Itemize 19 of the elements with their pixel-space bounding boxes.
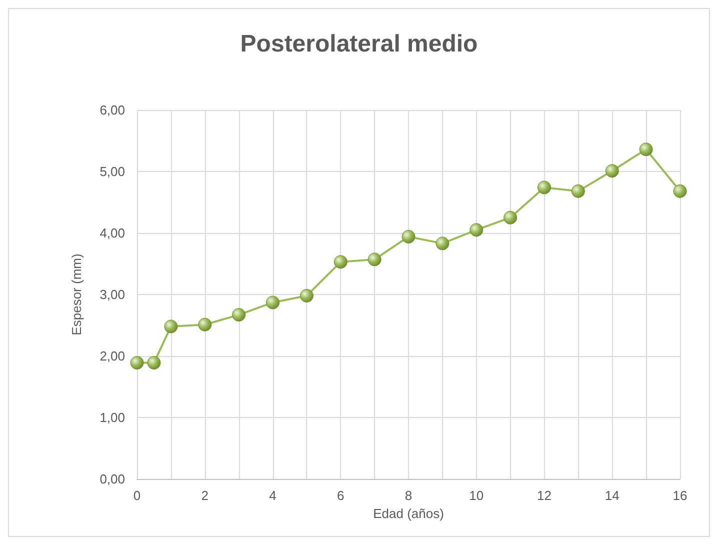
y-tick-label: 3,00 — [100, 287, 125, 302]
x-tick-label: 0 — [133, 488, 141, 503]
x-tick-label: 6 — [337, 488, 344, 503]
y-tick-label: 2,00 — [100, 348, 125, 364]
x-tick-label: 10 — [469, 488, 484, 503]
y-axis-title: Espesor (mm) — [69, 254, 84, 336]
y-tick-label: 5,00 — [100, 164, 125, 179]
y-tick-label: 1,00 — [100, 410, 125, 425]
x-tick-label: 16 — [672, 488, 688, 503]
x-tick-label: 14 — [604, 488, 620, 503]
y-tick-label: 6,00 — [100, 102, 125, 118]
x-tick-label: 4 — [269, 488, 276, 503]
x-tick-label: 12 — [537, 488, 552, 503]
chart-title: Posterolateral medio — [240, 30, 478, 58]
x-tick-label: 2 — [201, 488, 208, 503]
x-axis-title: Edad (años) — [373, 506, 444, 521]
x-tick-label: 8 — [404, 488, 412, 503]
y-tick-label: 4,00 — [100, 226, 125, 240]
y-tick-label: 0,00 — [100, 472, 125, 486]
